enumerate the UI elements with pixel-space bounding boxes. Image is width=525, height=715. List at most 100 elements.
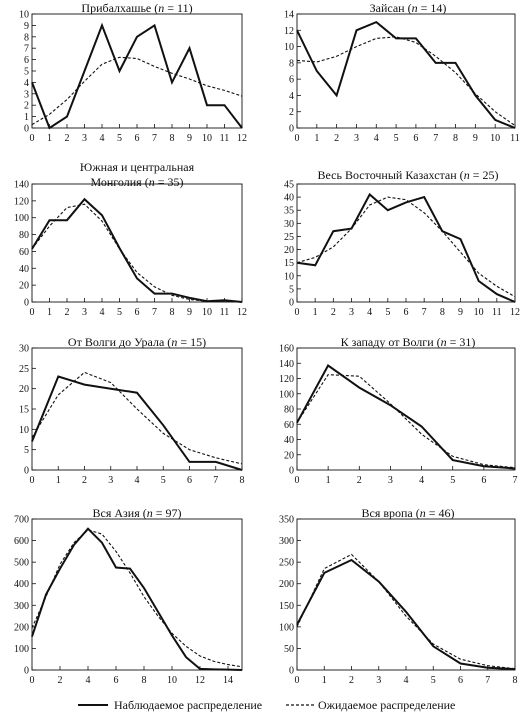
x-tick-label: 1 [326,475,331,486]
x-tick-label: 4 [367,307,372,318]
x-tick-label: 7 [152,307,157,318]
x-tick-label: 10 [490,133,500,144]
y-tick-label: 400 [14,579,29,590]
y-tick-label: 25 [19,364,29,375]
y-tick-label: 0 [289,124,294,135]
x-tick-label: 4 [419,475,424,486]
y-tick-label: 2 [24,101,29,112]
y-tick-label: 6 [24,55,29,66]
x-tick-label: 7 [485,675,490,686]
x-tick-label: 8 [440,307,445,318]
y-tick-label: 80 [284,405,294,416]
y-tick-label: 45 [284,180,294,191]
y-tick-label: 120 [14,196,29,207]
x-tick-label: 8 [453,133,458,144]
y-tick-label: 200 [14,622,29,633]
x-tick-label: 10 [474,307,484,318]
x-tick-label: 5 [161,475,166,486]
y-tick-label: 40 [284,435,294,446]
plot-frame [296,13,516,129]
x-tick-label: 6 [481,475,486,486]
x-tick-label: 9 [187,133,192,144]
y-tick-label: 40 [19,264,29,275]
y-tick-label: 150 [279,601,294,612]
y-tick-label: 5 [24,67,29,78]
y-tick-label: 35 [284,206,294,217]
y-tick-label: 80 [19,230,29,241]
series-line-expected [31,529,243,668]
y-tick-label: 10 [284,271,294,282]
x-tick-label: 5 [431,675,436,686]
y-tick-label: 0 [24,666,29,677]
x-tick-label: 0 [295,475,300,486]
y-tick-label: 300 [14,601,29,612]
series-line-observed [31,22,243,130]
x-tick-label: 2 [357,475,362,486]
x-tick-label: 1 [56,475,61,486]
x-tick-label: 6 [135,133,140,144]
y-tick-label: 50 [284,644,294,655]
legend-expected-label: Ожидаемое распределение [318,698,455,712]
x-tick-label: 11 [510,133,520,144]
y-tick-label: 8 [24,32,29,43]
y-tick-label: 10 [19,425,29,436]
x-tick-label: 2 [331,307,336,318]
y-tick-label: 140 [279,359,294,370]
x-tick-label: 5 [117,307,122,318]
chart-title: Зайсан (n = 14) [370,1,447,15]
chart-title-line-1: Южная и центральная [80,160,195,174]
series-line-observed [31,527,243,671]
y-tick-label: 120 [279,374,294,385]
y-tick-label: 40 [284,193,294,204]
x-tick-label: 6 [135,307,140,318]
x-tick-label: 0 [295,675,300,686]
x-tick-label: 12 [237,133,247,144]
y-tick-label: 7 [24,44,29,55]
y-tick-label: 20 [284,450,294,461]
y-tick-label: 250 [279,558,294,569]
series-line-expected [31,371,243,465]
y-tick-label: 6 [289,75,294,86]
x-tick-label: 1 [314,133,319,144]
y-tick-label: 600 [14,536,29,547]
x-tick-label: 4 [100,133,105,144]
series-line-expected [31,56,243,126]
y-tick-label: 140 [14,180,29,191]
series-line-observed [296,364,516,470]
series-line-expected [31,203,243,303]
series-line-expected [296,36,516,127]
x-tick-label: 9 [473,133,478,144]
x-tick-label: 7 [213,475,218,486]
x-tick-label: 9 [458,307,463,318]
chart-panel-7: 0 100 200 300 400 500 600 700 0 2 4 6 8 10 12 14 Вся Ази… [14,506,243,686]
x-tick-label: 1 [322,675,327,686]
y-tick-label: 100 [279,389,294,400]
y-tick-label: 100 [14,644,29,655]
chart-title: От Волги до Урала (n = 15) [68,335,206,349]
series-line-observed [296,192,516,303]
y-tick-label: 20 [19,384,29,395]
y-tick-label: 10 [19,10,29,21]
chart-panel-8: 0 50 100 150 200 250 300 350 0 1 2 3 4 5 6 7 8 Вся вропа … [279,506,518,686]
series-line-expected [296,553,516,670]
chart-panel-6: 0 20 40 60 80 100 120 140 160 0 1 2 3 4 5 6 7 К западу от… [279,335,518,486]
plot-frame [31,13,243,129]
x-tick-label: 12 [195,675,205,686]
y-tick-label: 100 [279,622,294,633]
plot-frame [31,518,243,671]
x-tick-label: 6 [458,675,463,686]
y-tick-label: 4 [24,78,29,89]
x-tick-label: 10 [167,675,177,686]
x-tick-label: 10 [202,307,212,318]
series-line-observed [31,375,243,471]
x-tick-label: 6 [413,133,418,144]
x-tick-label: 1 [313,307,318,318]
x-tick-label: 2 [58,675,63,686]
x-tick-label: 1 [47,307,52,318]
y-tick-label: 30 [19,344,29,355]
x-tick-label: 12 [237,307,247,318]
